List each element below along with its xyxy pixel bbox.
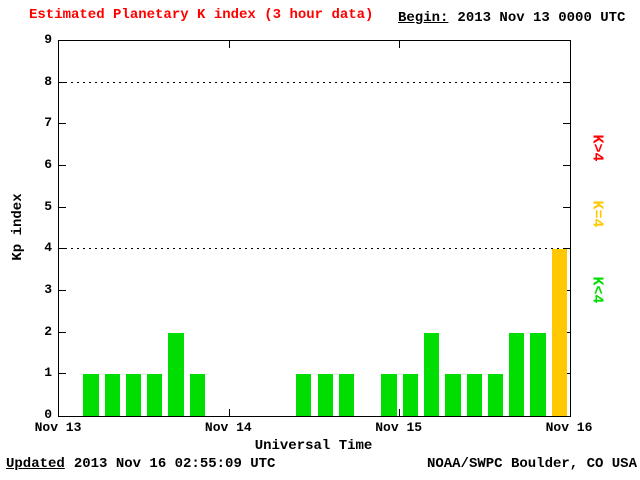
x-tick-label: Nov 15: [375, 420, 423, 435]
x-tick-label: Nov 14: [204, 420, 252, 435]
x-tick: [399, 41, 401, 48]
y-tick: [59, 123, 66, 125]
kp-bar: [296, 374, 312, 416]
kp-bar: [509, 332, 525, 416]
legend-label-yellow: K=4: [588, 200, 606, 228]
updated-label: Updated: [6, 456, 65, 472]
y-tick-label: 4: [44, 240, 52, 256]
x-tick: [399, 409, 401, 416]
x-tick-label: Nov 16: [545, 420, 593, 435]
y-tick: [563, 123, 570, 125]
x-tick: [228, 409, 230, 416]
y-tick-label: 7: [44, 115, 52, 131]
kp-bar: [487, 374, 504, 416]
y-tick-label: 0: [44, 407, 52, 422]
dotted-gridline: [59, 81, 570, 83]
y-tick-label: 8: [44, 73, 52, 89]
begin-value: 2013 Nov 13 0000 UTC: [457, 10, 626, 26]
y-tick: [59, 373, 66, 375]
y-tick: [59, 81, 66, 83]
kp-bar: [381, 374, 397, 416]
y-tick: [563, 81, 570, 83]
kp-bar: [466, 374, 482, 416]
kp-bar: [104, 374, 120, 416]
dotted-gridline: [59, 248, 570, 250]
y-tick: [563, 165, 570, 166]
kp-bar: [125, 374, 142, 416]
x-axis-title: Universal Time: [254, 438, 373, 454]
y-tick: [59, 290, 66, 291]
y-tick-label: 1: [44, 365, 52, 381]
y-tick-label: 6: [44, 157, 52, 172]
y-tick-label: 2: [44, 323, 52, 339]
updated-timestamp: Updated 2013 Nov 16 02:55:09 UTC: [6, 456, 275, 472]
kp-bar: [445, 374, 461, 416]
y-tick: [59, 248, 66, 250]
legend-label-red: K>4: [588, 134, 606, 162]
y-tick: [59, 165, 66, 166]
y-tick: [59, 331, 66, 333]
y-tick: [563, 248, 570, 250]
kp-bar: [338, 374, 355, 416]
kp-bar: [423, 332, 440, 416]
kp-bar: [83, 374, 99, 416]
kp-bar: [168, 332, 184, 416]
x-tick: [228, 41, 230, 48]
begin-label: Begin:: [398, 10, 449, 26]
kp-bar: [530, 332, 546, 416]
kp-bar: [402, 374, 418, 416]
plot-area: [58, 40, 571, 417]
chart-title: Estimated Planetary K index (3 hour data…: [29, 7, 374, 23]
y-tick-label: 3: [44, 282, 52, 297]
kp-bar: [189, 374, 206, 416]
y-tick-label: 9: [44, 32, 52, 47]
y-tick-label: 5: [44, 198, 52, 214]
kp-bar: [551, 249, 567, 416]
y-tick: [59, 206, 66, 208]
credit-text: NOAA/SWPC Boulder, CO USA: [426, 456, 637, 472]
begin-timestamp: Begin: 2013 Nov 13 0000 UTC: [398, 10, 625, 26]
kp-bar: [317, 374, 333, 416]
updated-value: 2013 Nov 16 02:55:09 UTC: [73, 456, 276, 472]
kp-bar: [147, 374, 163, 416]
x-tick-label: Nov 13: [34, 420, 82, 435]
y-axis-title: Kp index: [10, 193, 26, 261]
legend-label-green: K<4: [588, 276, 606, 304]
y-tick: [563, 206, 570, 208]
